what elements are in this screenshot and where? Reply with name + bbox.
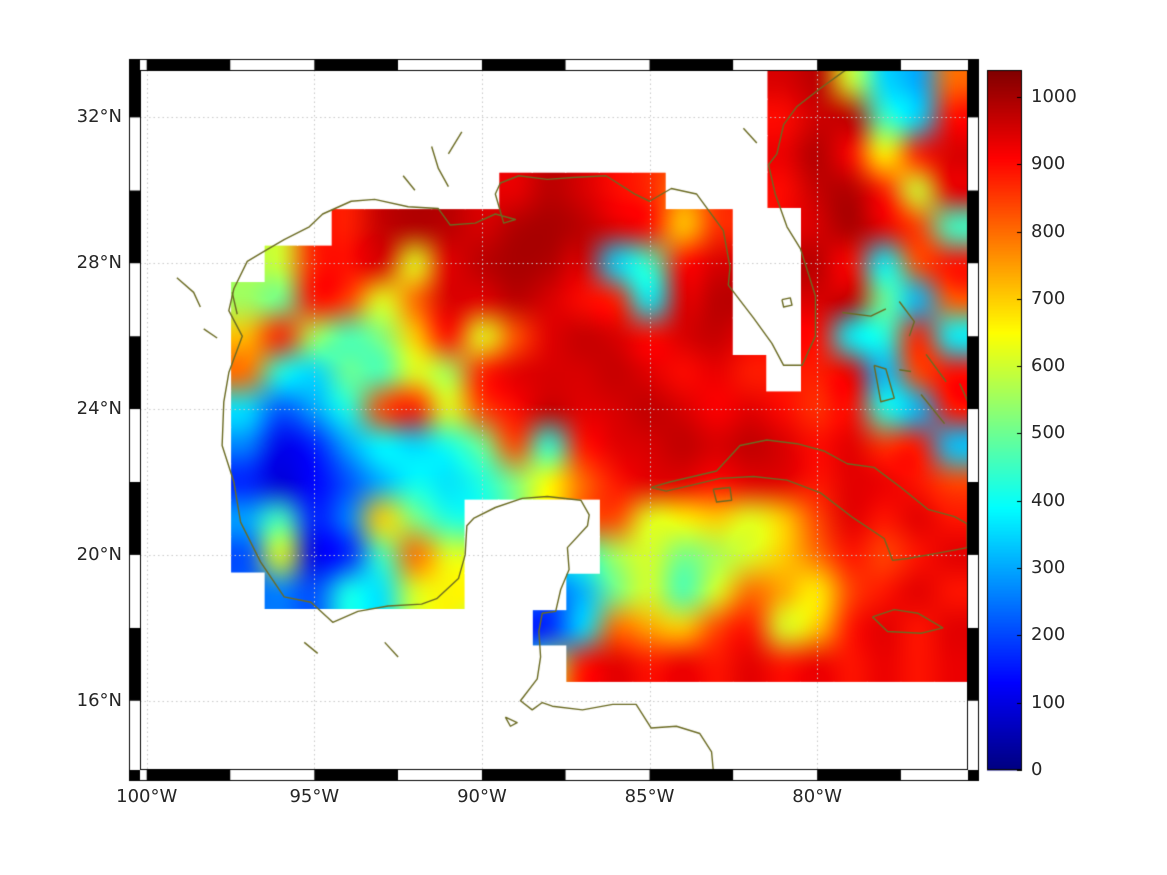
colorbar-tick-label-800: 800 — [1031, 220, 1066, 242]
x-tick-label-90w: 90°W — [457, 786, 507, 807]
x-tick-label-80w: 80°W — [792, 786, 842, 807]
colorbar-tick-label-400: 400 — [1031, 489, 1066, 511]
y-tick-label-24n: 24°N — [76, 398, 122, 420]
colorbar-tick-label-900: 900 — [1031, 153, 1066, 175]
colorbar-tick-label-300: 300 — [1031, 557, 1066, 579]
x-tick-label-100w: 100°W — [116, 786, 178, 807]
y-tick-label-16n: 16°N — [76, 689, 122, 711]
y-tick-label-32n: 32°N — [76, 106, 122, 128]
colorbar-tick-label-700: 700 — [1031, 287, 1066, 309]
y-tick-label-20n: 20°N — [76, 543, 122, 565]
x-tick-label-95w: 95°W — [289, 786, 340, 807]
colorbar-tick-label-1000: 1000 — [1031, 85, 1077, 107]
colorbar-tick-label-0: 0 — [1031, 759, 1043, 780]
colorbar-tick-label-100: 100 — [1031, 691, 1066, 713]
colorbar-tick-label-600: 600 — [1031, 355, 1066, 377]
colorbar-tick-label-200: 200 — [1031, 624, 1066, 646]
y-tick-label-28n: 28°N — [76, 252, 122, 274]
colorbar-tick-label-500: 500 — [1031, 422, 1066, 444]
x-tick-label-85w: 85°W — [624, 786, 675, 807]
